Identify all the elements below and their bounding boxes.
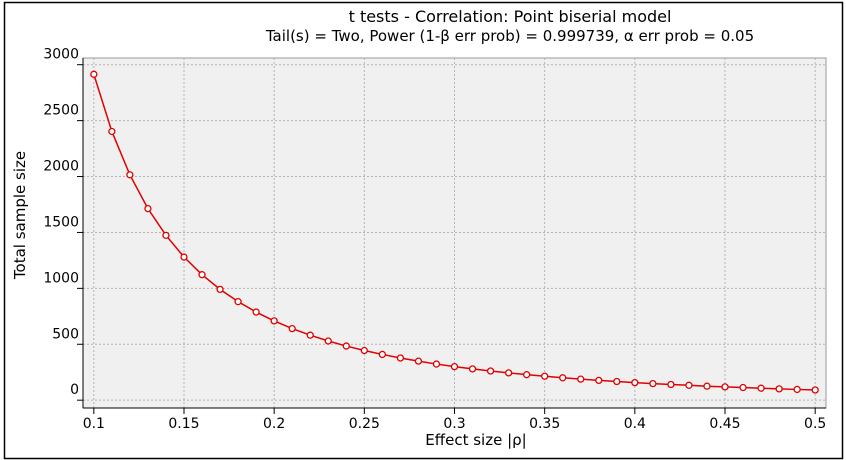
data-point: [649, 379, 657, 388]
x-tick-label: 0.35: [529, 416, 560, 432]
data-point: [811, 386, 819, 394]
data-point: [162, 231, 170, 239]
data-point: [252, 308, 260, 316]
data-point: [450, 362, 459, 371]
x-axis-label: Effect size |ρ|: [425, 431, 526, 449]
data-point: [685, 381, 693, 389]
data-point: [432, 360, 441, 368]
y-axis-label: Total sample size: [11, 151, 29, 280]
data-point: [631, 378, 639, 387]
data-point: [108, 127, 116, 136]
x-tick-label: 0.4: [624, 416, 646, 432]
data-point: [486, 367, 495, 375]
data-point: [234, 298, 242, 306]
data-point: [613, 377, 621, 386]
data-point: [144, 204, 152, 213]
y-tick-label: 2000: [43, 159, 79, 175]
x-tick-label: 0.5: [804, 416, 826, 432]
data-point: [306, 331, 314, 339]
x-tick-label: 0.25: [349, 416, 380, 432]
data-point: [288, 324, 296, 333]
data-point: [360, 346, 368, 355]
data-point: [793, 385, 801, 394]
data-point: [739, 383, 747, 392]
data-point: [396, 354, 405, 362]
data-point: [126, 171, 134, 179]
data-point: [468, 365, 477, 373]
plot-area: [82, 57, 827, 409]
data-point: [198, 271, 206, 279]
data-point: [577, 375, 585, 383]
x-tick-label: 0.2: [263, 416, 285, 432]
data-point: [595, 376, 603, 385]
data-point: [559, 374, 567, 382]
data-point: [378, 350, 387, 359]
data-point: [757, 384, 765, 392]
data-point: [216, 285, 224, 294]
chart-title: t tests - Correlation: Point biserial mo…: [349, 7, 672, 26]
x-tick-label: 0.15: [168, 416, 199, 432]
x-tick-label: 0.45: [709, 416, 740, 432]
data-point: [775, 385, 783, 393]
data-point: [522, 371, 531, 379]
x-tick-label: 0.3: [443, 416, 465, 432]
y-tick-label: 1500: [43, 214, 79, 230]
data-point: [721, 383, 729, 391]
data-point: [90, 70, 98, 78]
data-point: [342, 342, 350, 350]
data-point: [703, 382, 711, 390]
x-tick-label: 0.1: [83, 416, 105, 432]
chart-subtitle: Tail(s) = Two, Power (1-β err prob) = 0.…: [265, 27, 754, 45]
data-point: [414, 357, 423, 365]
y-tick-label: 3000: [43, 47, 79, 63]
y-tick-label: 1000: [43, 270, 79, 286]
data-point: [667, 380, 675, 389]
y-tick-label: 2500: [43, 103, 79, 119]
data-point: [504, 369, 513, 377]
data-point: [270, 317, 278, 325]
y-tick-label: 500: [52, 326, 79, 342]
y-tick-label: 0: [70, 382, 79, 398]
data-point: [324, 337, 332, 345]
data-point: [541, 372, 549, 380]
data-point: [180, 253, 188, 261]
